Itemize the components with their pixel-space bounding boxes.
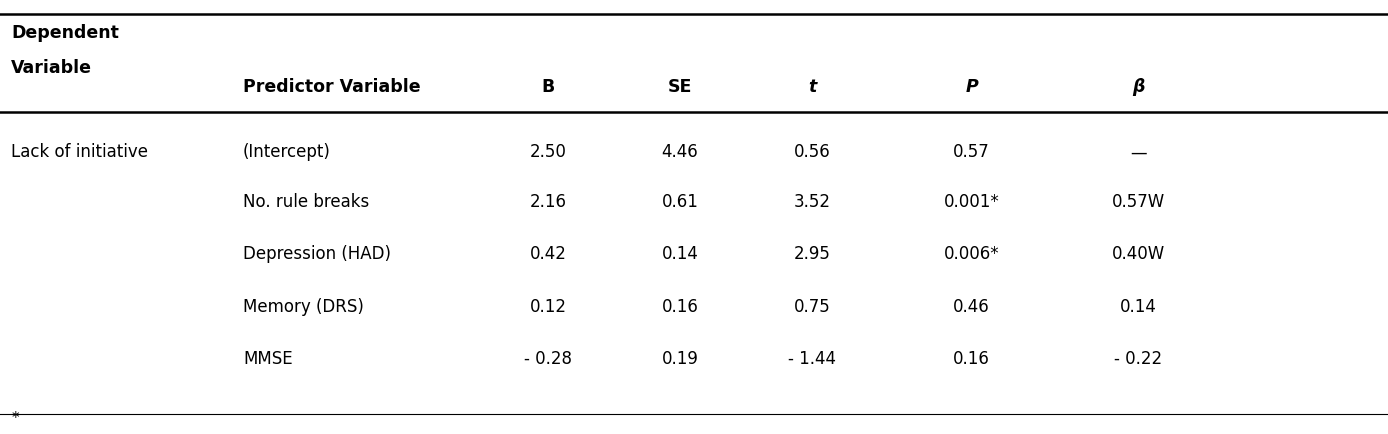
Text: B: B	[541, 78, 555, 96]
Text: Variable: Variable	[11, 59, 92, 76]
Text: 0.16: 0.16	[662, 297, 698, 315]
Text: 0.56: 0.56	[794, 143, 830, 161]
Text: 0.14: 0.14	[1120, 297, 1156, 315]
Text: 0.57: 0.57	[954, 143, 990, 161]
Text: 2.95: 2.95	[794, 245, 830, 263]
Text: - 1.44: - 1.44	[788, 349, 836, 367]
Text: 0.42: 0.42	[530, 245, 566, 263]
Text: —: —	[1130, 143, 1146, 161]
Text: Depression (HAD): Depression (HAD)	[243, 245, 391, 263]
Text: No. rule breaks: No. rule breaks	[243, 193, 369, 211]
Text: 0.001*: 0.001*	[944, 193, 999, 211]
Text: *: *	[11, 411, 18, 425]
Text: 0.16: 0.16	[954, 349, 990, 367]
Text: 0.19: 0.19	[662, 349, 698, 367]
Text: Lack of initiative: Lack of initiative	[11, 143, 149, 161]
Text: - 0.22: - 0.22	[1115, 349, 1162, 367]
Text: - 0.28: - 0.28	[525, 349, 572, 367]
Text: 0.75: 0.75	[794, 297, 830, 315]
Text: 0.14: 0.14	[662, 245, 698, 263]
Text: P: P	[965, 78, 979, 96]
Text: 0.57W: 0.57W	[1112, 193, 1165, 211]
Text: 0.61: 0.61	[662, 193, 698, 211]
Text: t: t	[808, 78, 816, 96]
Text: 0.006*: 0.006*	[944, 245, 999, 263]
Text: 4.46: 4.46	[662, 143, 698, 161]
Text: SE: SE	[668, 78, 693, 96]
Text: (Intercept): (Intercept)	[243, 143, 330, 161]
Text: Memory (DRS): Memory (DRS)	[243, 297, 364, 315]
Text: 0.40W: 0.40W	[1112, 245, 1165, 263]
Text: 0.12: 0.12	[530, 297, 566, 315]
Text: Dependent: Dependent	[11, 24, 119, 42]
Text: Predictor Variable: Predictor Variable	[243, 78, 421, 96]
Text: MMSE: MMSE	[243, 349, 293, 367]
Text: 0.46: 0.46	[954, 297, 990, 315]
Text: 3.52: 3.52	[794, 193, 830, 211]
Text: 2.50: 2.50	[530, 143, 566, 161]
Text: β: β	[1131, 78, 1145, 96]
Text: 2.16: 2.16	[530, 193, 566, 211]
